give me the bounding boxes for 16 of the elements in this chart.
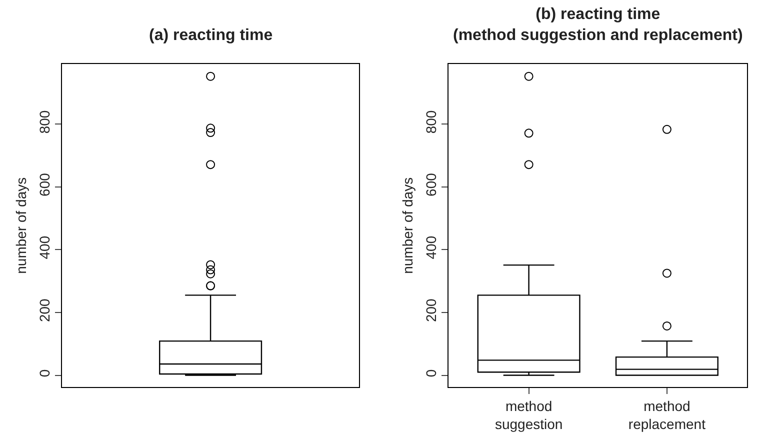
chart-title: (a) reacting time (149, 27, 273, 44)
chart-title: (b) reacting time (method suggestion and replacement) (453, 6, 743, 44)
y-tick-label: 0 (36, 369, 53, 378)
y-tick-label: 600 (36, 172, 53, 196)
y-tick-label: 400 (36, 236, 53, 260)
y-tick-label: 600 (423, 172, 440, 196)
y-tick-label: 200 (36, 298, 53, 322)
y-tick-label: 400 (423, 236, 440, 260)
y-tick-label: 800 (36, 110, 53, 134)
x-tick-label: method suggestion (494, 398, 563, 432)
y-axis-title: number of days (400, 177, 416, 274)
y-tick-label: 0 (423, 369, 440, 378)
y-tick-label: 800 (423, 110, 440, 134)
x-tick-label: method replacement (628, 398, 706, 432)
y-axis-title: number of days (13, 177, 30, 274)
y-tick-label: 200 (423, 298, 440, 322)
